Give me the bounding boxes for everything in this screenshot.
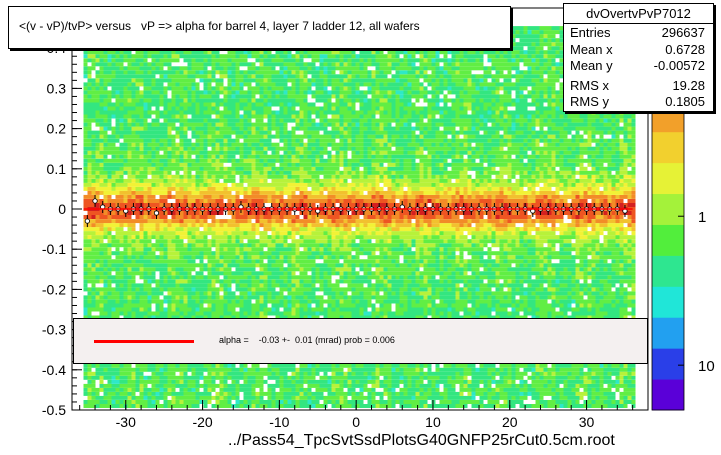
colorbar-label: 1	[698, 209, 706, 226]
y-tick-label: 0	[58, 201, 66, 217]
y-tick-label: 0.3	[47, 80, 67, 96]
y-tick-label: 0.2	[47, 121, 67, 137]
stats-row-mean-y: Mean y -0.00572	[570, 58, 705, 74]
y-tick-label: -0.1	[42, 241, 66, 257]
stats-title: dvOvertvPvP7012	[586, 6, 691, 21]
stats-row-rms-x: RMS x 19.28	[570, 78, 705, 94]
stats-key: Entries	[570, 25, 611, 40]
x-tick-label: 10	[425, 414, 441, 430]
stats-value: -0.00572	[653, 58, 705, 73]
stats-key: Mean y	[570, 58, 613, 73]
x-tick-label: -30	[116, 414, 136, 430]
colorbar-segment	[652, 286, 684, 318]
x-tick-label: -20	[192, 414, 212, 430]
colorbar-segment	[652, 131, 684, 164]
profile-point	[92, 198, 98, 204]
x-tick-label: 0	[352, 414, 360, 430]
stats-value: 296637	[661, 25, 705, 40]
chart-title: <(v - vP)/tvP> versus vP => alpha for ba…	[19, 19, 420, 33]
fit-result-label: alpha = -0.03 +- 0.01 (mrad) prob = 0.00…	[219, 335, 395, 345]
colorbar-segment	[652, 379, 684, 411]
colorbar-segment	[652, 255, 684, 287]
heatmap-cells	[83, 26, 636, 408]
stats-row-mean-x: Mean x 0.6728	[570, 42, 705, 58]
stats-row-entries: Entries 296637	[570, 25, 705, 41]
x-tick-label: -10	[269, 414, 289, 430]
stats-value: 0.6728	[665, 42, 705, 57]
y-tick-label: 0.1	[47, 161, 67, 177]
colorbar-segment	[652, 162, 684, 195]
stats-box: dvOvertvPvP7012 Entries 296637 Mean x 0.…	[563, 3, 714, 112]
x-tick-label: 20	[502, 414, 518, 430]
y-tick-label: -0.3	[42, 322, 66, 338]
stats-value: 19.28	[672, 78, 705, 93]
x-tick-label: 30	[579, 414, 595, 430]
profile-point	[84, 218, 90, 224]
stats-key: Mean x	[570, 42, 613, 57]
stats-separator	[564, 23, 713, 24]
stats-key: RMS x	[570, 78, 609, 93]
stats-value: 0.1805	[665, 94, 705, 109]
colorbar-segment	[652, 317, 684, 349]
y-tick-label: -0.2	[42, 281, 66, 297]
file-name-label: ../Pass54_TpcSvtSsdPlotsG40GNFP25rCut0.5…	[228, 432, 615, 449]
stats-row-rms-y: RMS y 0.1805	[570, 94, 705, 110]
stats-key: RMS y	[570, 94, 609, 109]
y-tick-label: -0.4	[42, 362, 66, 378]
colorbar-segment	[652, 193, 684, 225]
y-tick-label: -0.5	[42, 402, 66, 418]
colorbar-label: 10	[698, 358, 715, 375]
chart-title-box: <(v - vP)/tvP> versus vP => alpha for ba…	[8, 6, 511, 49]
fit-legend: alpha = -0.03 +- 0.01 (mrad) prob = 0.00…	[73, 318, 648, 364]
colorbar-segment	[652, 224, 684, 256]
colorbar-segment	[652, 348, 684, 380]
profile-point	[153, 210, 160, 216]
fit-line-swatch	[94, 340, 194, 343]
